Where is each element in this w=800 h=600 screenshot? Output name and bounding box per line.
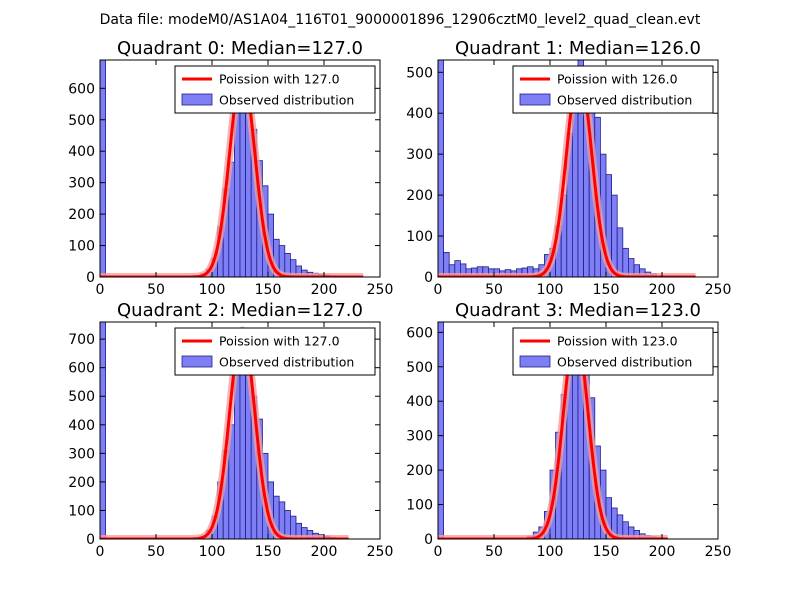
y-tick-label: 0: [86, 270, 95, 286]
legend-hist-label: Observed distribution: [557, 93, 692, 108]
y-tick-label: 500: [68, 389, 95, 405]
y-tick-label: 200: [68, 207, 95, 223]
legend-hist-swatch: [519, 355, 551, 368]
legend-hist-swatch: [181, 93, 213, 106]
legend-hist-swatch: [181, 355, 213, 368]
x-tick-label: 50: [147, 544, 165, 560]
y-tick-label: 400: [68, 418, 95, 434]
y-tick-label: 300: [406, 429, 433, 445]
x-tick-label: 50: [147, 282, 165, 298]
quadrant-panel-2: Quadrant 2: Median=127.0 0 50 100 150 200 250 0…: [68, 300, 393, 560]
x-tick-label: 150: [593, 544, 620, 560]
y-tick-label: 0: [86, 532, 95, 548]
legend-hist-label: Observed distribution: [219, 355, 354, 370]
y-tick-label: 300: [68, 176, 95, 192]
histogram-bar: [572, 100, 579, 277]
panel-title: Quadrant 3: Median=123.0: [455, 300, 701, 321]
y-tick-label: 0: [424, 270, 433, 286]
quadrant-panel-1: Quadrant 1: Median=126.0 0 50 100 150 200 250 0…: [406, 38, 731, 298]
y-tick-label: 500: [406, 360, 433, 376]
legend: Poission with 127.0 Observed distribution: [174, 327, 376, 376]
x-tick-label: 200: [311, 544, 338, 560]
histogram-bar: [100, 322, 106, 539]
quadrant-panel-0: Quadrant 0: Median=127.0 0 50 100 150 200 250 0…: [68, 38, 393, 298]
legend: Poission with 127.0 Observed distribution: [174, 65, 376, 114]
x-tick-label: 250: [705, 544, 732, 560]
y-tick-label: 300: [406, 147, 433, 163]
plot-area: [100, 322, 352, 539]
panel-title: Quadrant 0: Median=127.0: [117, 38, 363, 59]
panel-title: Quadrant 2: Median=127.0: [117, 300, 363, 321]
legend: Poission with 126.0 Observed distribution: [512, 65, 714, 114]
x-tick-label: 150: [593, 282, 620, 298]
y-tick-label: 600: [406, 325, 433, 341]
poisson-curve: [438, 70, 696, 277]
x-tick-label: 200: [649, 282, 676, 298]
legend: Poission with 123.0 Observed distribution: [512, 327, 714, 376]
legend-hist-label: Observed distribution: [557, 355, 692, 370]
x-tick-label: 100: [537, 282, 564, 298]
panel-title: Quadrant 1: Median=126.0: [455, 38, 701, 59]
x-tick-label: 100: [537, 544, 564, 560]
poisson-curve: [100, 329, 350, 539]
histogram-bar: [616, 227, 624, 277]
y-tick-label: 200: [406, 463, 433, 479]
y-tick-label: 100: [406, 498, 433, 514]
poisson-curve: [100, 71, 364, 277]
x-tick-label: 0: [434, 282, 443, 298]
x-tick-label: 50: [485, 544, 503, 560]
x-tick-label: 0: [96, 544, 105, 560]
y-tick-label: 300: [68, 446, 95, 462]
y-tick-label: 400: [406, 394, 433, 410]
axes-frame: [437, 59, 719, 278]
x-tick-label: 0: [434, 544, 443, 560]
legend-poisson-label: Poission with 126.0: [557, 72, 678, 87]
y-tick-label: 100: [68, 239, 95, 255]
y-tick-label: 0: [424, 532, 433, 548]
y-tick-label: 700: [68, 332, 95, 348]
legend-poisson-label: Poission with 127.0: [219, 72, 340, 87]
legend-poisson-label: Poission with 123.0: [557, 334, 678, 349]
quadrant-panel-3: Quadrant 3: Median=123.0 0 50 100 150 200 250 0…: [406, 300, 731, 560]
y-tick-label: 600: [68, 81, 95, 97]
y-tick-label: 400: [68, 144, 95, 160]
x-tick-label: 200: [311, 282, 338, 298]
y-tick-label: 200: [406, 188, 433, 204]
y-tick-label: 400: [406, 106, 433, 122]
x-tick-label: 0: [96, 282, 105, 298]
x-tick-label: 50: [485, 282, 503, 298]
y-tick-label: 100: [406, 229, 433, 245]
y-tick-label: 200: [68, 475, 95, 491]
x-tick-label: 250: [367, 282, 394, 298]
figure-suptitle: Data file: modeM0/AS1A04_116T01_90000018…: [100, 12, 701, 28]
y-tick-label: 500: [406, 65, 433, 81]
y-tick-label: 600: [68, 361, 95, 377]
y-tick-label: 100: [68, 503, 95, 519]
axes-frame: [99, 59, 381, 278]
axes-frame: [99, 321, 381, 540]
x-tick-label: 250: [705, 282, 732, 298]
axes-frame: [437, 321, 719, 540]
legend-hist-label: Observed distribution: [219, 93, 354, 108]
histogram-bar: [438, 60, 444, 277]
x-tick-label: 150: [255, 544, 282, 560]
x-tick-label: 150: [255, 282, 282, 298]
x-tick-label: 100: [199, 544, 226, 560]
legend-poisson-label: Poission with 127.0: [219, 334, 340, 349]
x-tick-label: 250: [367, 544, 394, 560]
x-tick-label: 100: [199, 282, 226, 298]
x-tick-label: 200: [649, 544, 676, 560]
histogram-bar: [438, 322, 444, 539]
y-tick-label: 500: [68, 113, 95, 129]
histogram-bar: [100, 60, 106, 277]
legend-hist-swatch: [519, 93, 551, 106]
